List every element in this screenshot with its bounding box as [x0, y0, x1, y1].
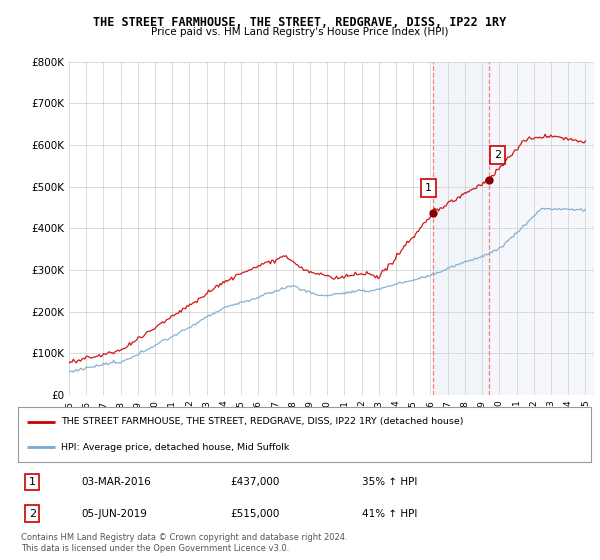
Bar [490, 62, 594, 395]
Text: 41% ↑ HPI: 41% ↑ HPI [362, 508, 417, 519]
Text: 1: 1 [29, 477, 36, 487]
Text: 03-MAR-2016: 03-MAR-2016 [81, 477, 151, 487]
Text: £515,000: £515,000 [230, 508, 280, 519]
Text: £437,000: £437,000 [230, 477, 280, 487]
Text: HPI: Average price, detached house, Mid Suffolk: HPI: Average price, detached house, Mid … [61, 443, 289, 452]
Text: THE STREET FARMHOUSE, THE STREET, REDGRAVE, DISS, IP22 1RY (detached house): THE STREET FARMHOUSE, THE STREET, REDGRA… [61, 417, 463, 426]
Text: Contains HM Land Registry data © Crown copyright and database right 2024.
This d: Contains HM Land Registry data © Crown c… [21, 533, 347, 553]
Text: 05-JUN-2019: 05-JUN-2019 [81, 508, 147, 519]
Text: Price paid vs. HM Land Registry's House Price Index (HPI): Price paid vs. HM Land Registry's House … [151, 27, 449, 37]
Text: 2: 2 [29, 508, 36, 519]
Text: 35% ↑ HPI: 35% ↑ HPI [362, 477, 417, 487]
Text: THE STREET FARMHOUSE, THE STREET, REDGRAVE, DISS, IP22 1RY: THE STREET FARMHOUSE, THE STREET, REDGRA… [94, 16, 506, 29]
Text: 2: 2 [494, 150, 502, 160]
Bar [433, 62, 490, 395]
Text: 1: 1 [425, 183, 432, 193]
